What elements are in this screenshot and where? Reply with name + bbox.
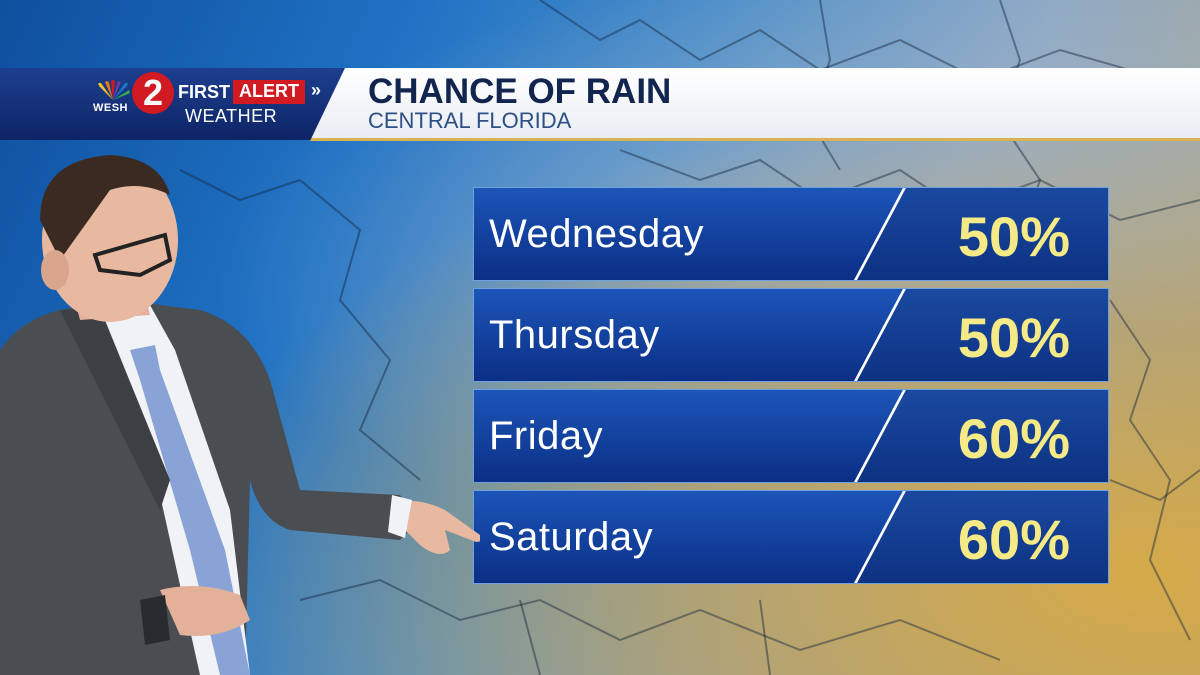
forecast-day: Thursday bbox=[489, 313, 660, 357]
forecast-table: Wednesday 50% Thursday 50% Friday 60% Sa… bbox=[473, 187, 1109, 591]
alert-badge: ALERT bbox=[233, 80, 305, 104]
meteorologist-figure bbox=[0, 155, 480, 675]
rain-chance-value: 50% bbox=[957, 205, 1070, 268]
forecast-row: Friday 60% bbox=[473, 389, 1109, 483]
title-panel: CHANCE OF RAIN CENTRAL FLORIDA bbox=[310, 68, 1200, 141]
channel-number-logo: 2 bbox=[132, 72, 174, 114]
header-bar: 2 WESH FIRST ALERT » WEATHER CHANCE OF R… bbox=[0, 68, 1200, 141]
rain-chance-value: 60% bbox=[957, 508, 1070, 571]
forecast-day: Saturday bbox=[489, 515, 654, 559]
forecast-row: Wednesday 50% bbox=[473, 187, 1109, 281]
rain-chance-value: 50% bbox=[957, 306, 1070, 369]
station-brand-panel: 2 WESH FIRST ALERT » WEATHER bbox=[0, 68, 345, 140]
rain-chance-value: 60% bbox=[957, 407, 1070, 470]
station-call-letters: WESH bbox=[93, 102, 128, 114]
peacock-logo-icon bbox=[98, 80, 130, 100]
forecast-row: Thursday 50% bbox=[473, 288, 1109, 382]
page-subtitle: CENTRAL FLORIDA bbox=[368, 108, 572, 133]
forecast-day: Friday bbox=[489, 414, 604, 458]
first-label: FIRST bbox=[178, 82, 230, 102]
double-chevron-icon: » bbox=[311, 80, 322, 100]
weather-label: WEATHER bbox=[185, 106, 278, 126]
forecast-day: Wednesday bbox=[489, 212, 705, 256]
page-title: CHANCE OF RAIN bbox=[368, 72, 672, 111]
forecast-row: Saturday 60% bbox=[473, 490, 1109, 584]
